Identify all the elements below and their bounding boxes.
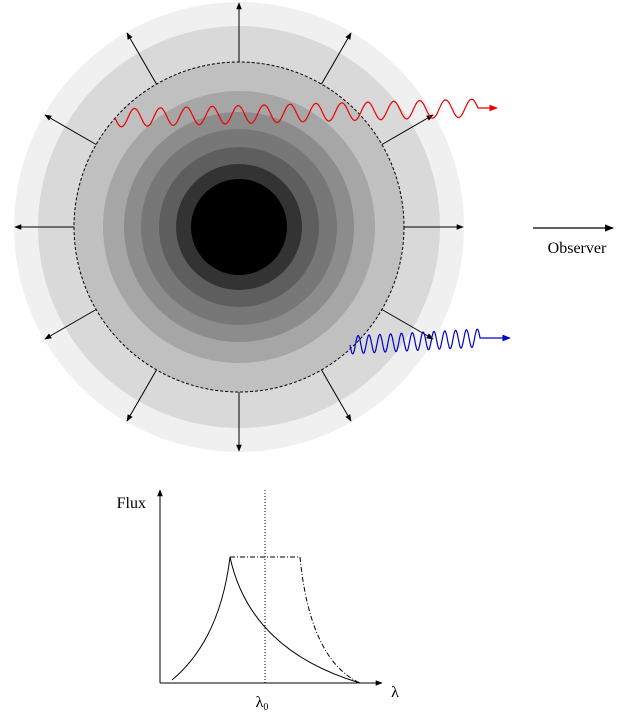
rest-wavelength-label: λ0 <box>256 694 269 713</box>
star <box>14 2 464 452</box>
observer-label: Observer <box>548 240 607 257</box>
profile <box>172 557 360 683</box>
figure: Observer Flux λ λ0 <box>0 0 639 719</box>
y-axis-label: Flux <box>117 495 146 512</box>
core <box>191 179 287 275</box>
x-axis-label: λ <box>391 684 399 701</box>
flat-profile <box>230 557 360 683</box>
flux-plot: Flux λ λ0 <box>117 490 399 713</box>
subscript: 0 <box>263 702 268 713</box>
